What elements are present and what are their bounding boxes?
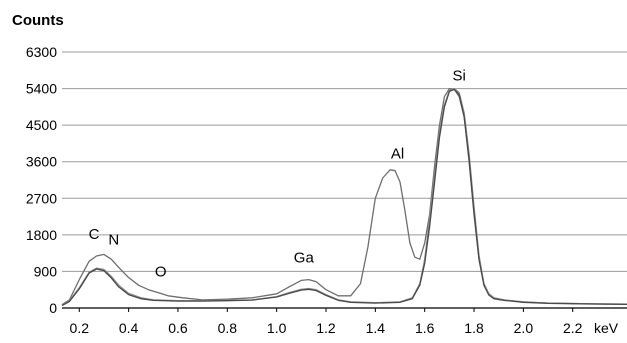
- y-tick-labels: 0 900 1800 2700 3600 4500 5400 6300: [26, 44, 57, 316]
- y-tick-label: 6300: [26, 44, 57, 60]
- y-tick-label: 4500: [26, 117, 57, 133]
- peak-label-c: C: [89, 226, 100, 243]
- x-tick-label: 0.2: [70, 320, 90, 336]
- peak-label-ga: Ga: [294, 249, 315, 266]
- x-tick-labels: 0.2 0.4 0.6 0.8 1.0 1.2 1.4 1.6 1.8 2.0 2.2: [70, 308, 583, 336]
- x-tick-label: 2.2: [563, 320, 583, 336]
- x-tick-label: 0.8: [218, 320, 238, 336]
- spectrum-line-2: [61, 87, 627, 306]
- peak-label-n: N: [108, 232, 119, 249]
- peak-labels: C N O Ga Al Si: [89, 67, 466, 280]
- y-axis-title: Counts: [12, 12, 64, 29]
- x-tick-label: 1.6: [415, 320, 435, 336]
- y-tick-label: 2700: [26, 190, 57, 206]
- gridlines: [62, 51, 627, 309]
- y-tick-label: 900: [34, 263, 58, 279]
- peak-label-o: O: [155, 263, 167, 280]
- x-tick-label: 0.6: [168, 320, 188, 336]
- x-tick-label: 0.4: [119, 320, 139, 336]
- y-tick-label: 3600: [26, 154, 57, 170]
- spectrum-line-1: [61, 87, 627, 306]
- peak-label-al: Al: [391, 145, 404, 162]
- y-tick-label: 1800: [26, 227, 57, 243]
- x-axis-unit: keV: [594, 320, 619, 336]
- y-tick-label: 0: [49, 300, 57, 316]
- x-tick-label: 2.0: [514, 320, 534, 336]
- x-tick-label: 1.4: [366, 320, 386, 336]
- peak-label-si: Si: [453, 67, 466, 84]
- y-tick-label: 5400: [26, 81, 57, 97]
- x-tick-label: 1.0: [267, 320, 287, 336]
- spectrum-line-3: [61, 88, 627, 307]
- x-tick-label: 1.2: [316, 320, 336, 336]
- x-tick-label: 1.8: [464, 320, 484, 336]
- spectrum-series: [61, 87, 627, 307]
